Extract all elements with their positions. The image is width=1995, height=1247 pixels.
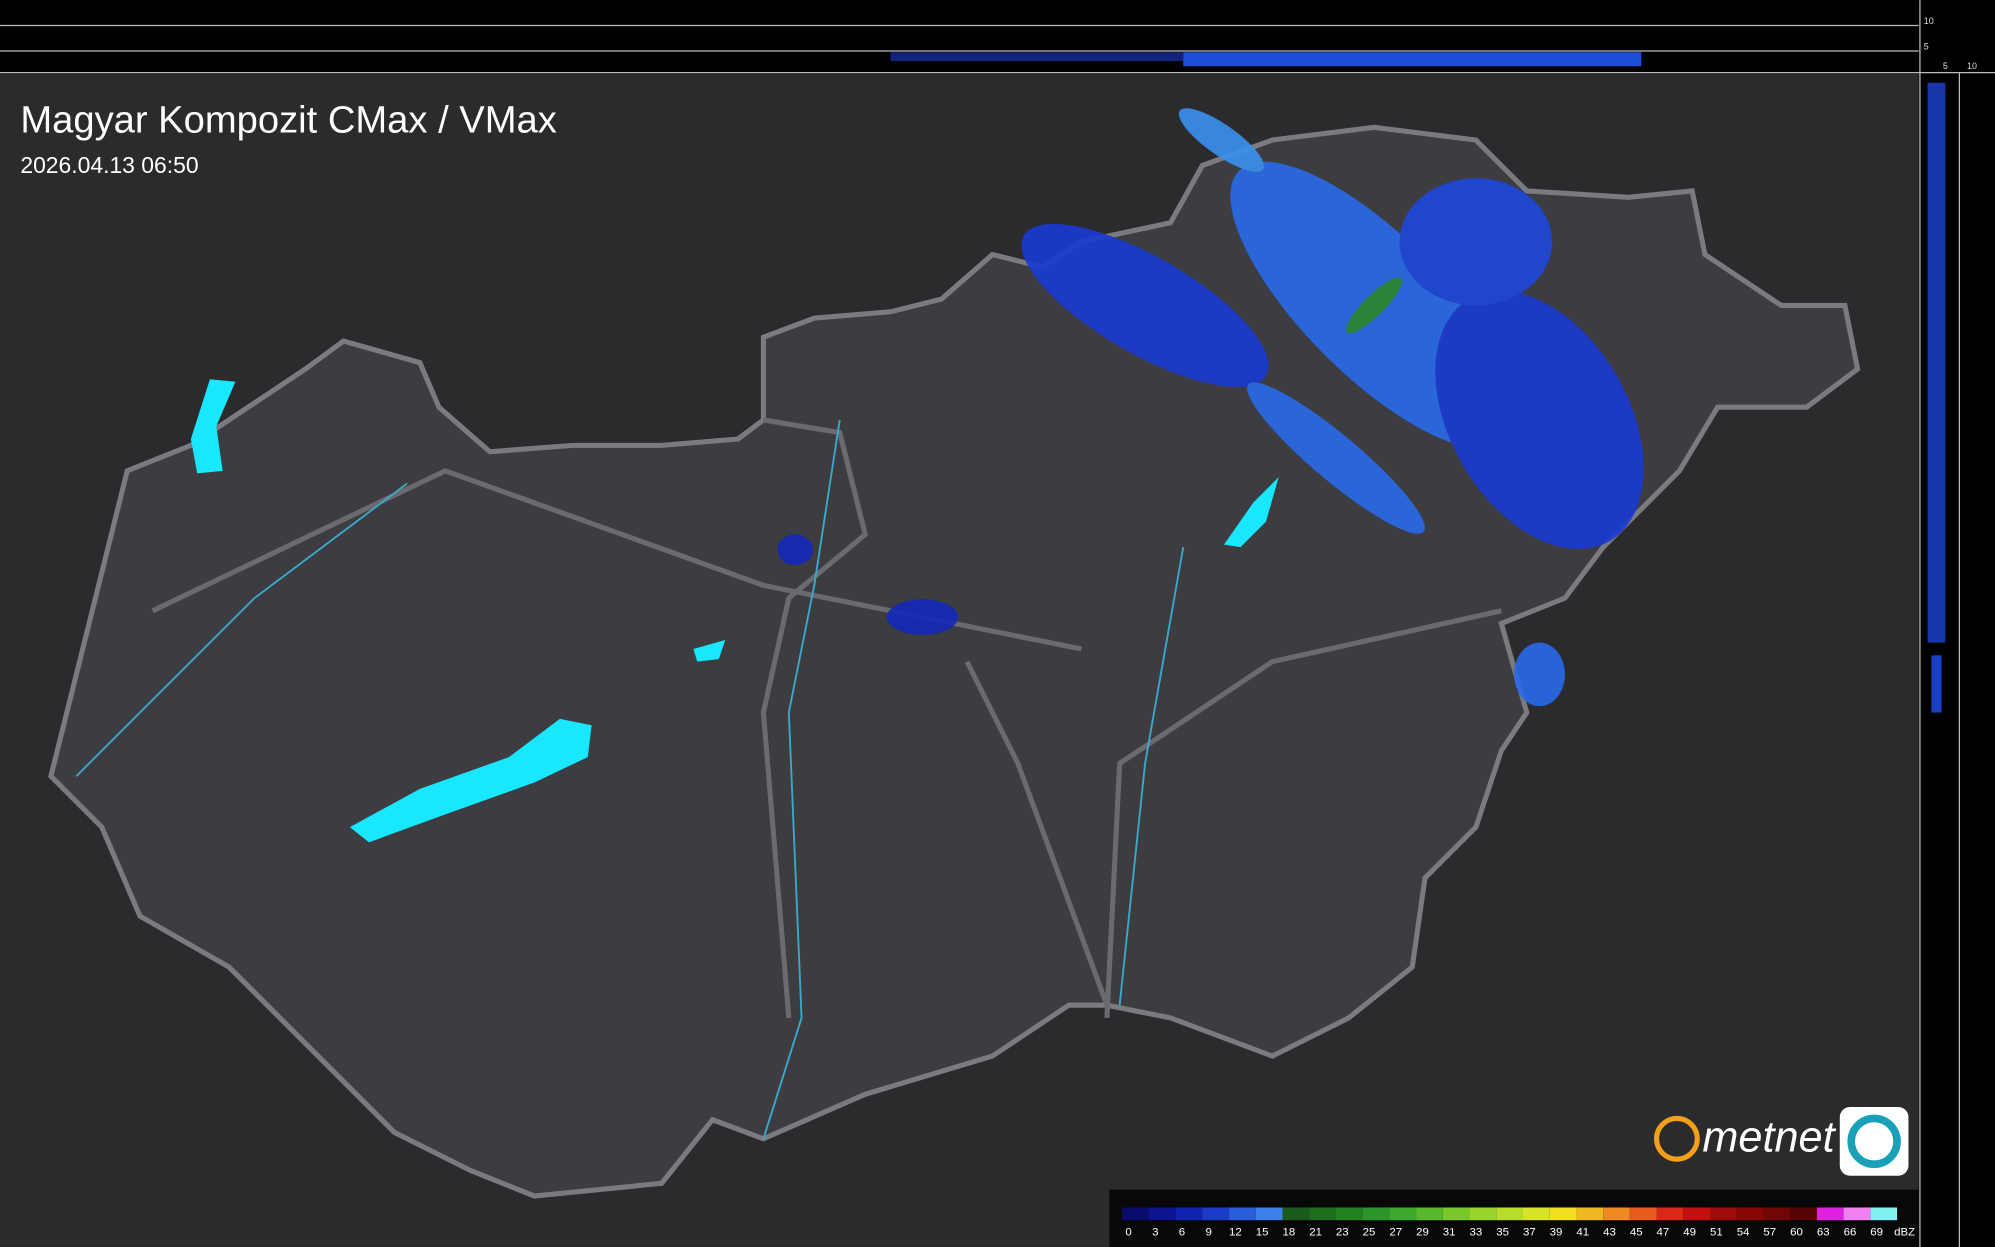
legend-tick-label: 0 [1125, 1226, 1131, 1238]
legend-swatch [1335, 1207, 1363, 1221]
legend-tick-label: 23 [1336, 1226, 1349, 1238]
logo-icon [1847, 1114, 1901, 1169]
legend-swatch [1175, 1207, 1203, 1221]
legend-swatch [1816, 1207, 1844, 1221]
legend-swatch [1683, 1207, 1710, 1221]
legend-tick-label: 41 [1576, 1226, 1589, 1238]
legend-unit: dBZ [1894, 1226, 1915, 1238]
legend-swatch [1736, 1207, 1764, 1221]
logo-sun [1654, 1115, 1700, 1162]
legend-tick-label: 31 [1443, 1226, 1456, 1238]
legend-tick-label: 35 [1496, 1226, 1509, 1238]
profile-echo [890, 52, 1184, 62]
legend-swatch [1469, 1207, 1497, 1221]
rain-cell [1435, 290, 1644, 550]
legend-swatch [1309, 1207, 1336, 1221]
legend-tick-label: 21 [1309, 1226, 1322, 1238]
rain-cell [1399, 178, 1553, 306]
rain-cell [777, 534, 814, 565]
legend-tick-label: 3 [1152, 1226, 1158, 1238]
legend-tick-label: 57 [1763, 1226, 1776, 1238]
lake [693, 640, 726, 662]
logo-text: metnet [1702, 1114, 1836, 1162]
legend-swatch [1576, 1207, 1604, 1221]
rain-echo [777, 108, 1644, 707]
legend-swatch [1496, 1207, 1523, 1221]
legend-tick-label: 69 [1870, 1226, 1883, 1238]
legend-swatch [1202, 1207, 1230, 1221]
rain-cell [1021, 223, 1269, 387]
legend-swatch [1362, 1207, 1390, 1221]
legend-tick-label: 54 [1737, 1226, 1750, 1238]
legend-swatch [1416, 1207, 1443, 1221]
legend-tick-label: 6 [1179, 1226, 1185, 1238]
legend-swatch [1522, 1207, 1550, 1221]
legend-swatch [1282, 1207, 1310, 1221]
roads [151, 417, 1502, 1019]
legend-tick-label: 51 [1710, 1226, 1723, 1238]
legend-tick-label: 63 [1817, 1226, 1830, 1238]
axis-label: 10 [1967, 61, 1977, 71]
legend-tick-label: 49 [1683, 1226, 1696, 1238]
rain-cell [886, 599, 959, 635]
legend-swatch [1442, 1207, 1470, 1221]
rain-cell [1346, 277, 1403, 334]
axis-label: 5 [1924, 42, 1929, 52]
axis-label: 10 [1924, 16, 1934, 26]
legend-tick-label: 18 [1282, 1226, 1295, 1238]
legend-swatch [1710, 1207, 1737, 1221]
map-title: Magyar Kompozit CMax / VMax [20, 98, 556, 141]
rain-cell [1178, 108, 1265, 172]
legend-tick-label: 60 [1790, 1226, 1803, 1238]
profile-echo [1927, 82, 1946, 643]
legend: 0 3 6 9 12 15 18 21 23 25 27 29 31 33 35 37 39 41 43 45 47 49… [1122, 1207, 1915, 1238]
legend-swatch [1629, 1207, 1657, 1221]
rain-cell [1246, 382, 1425, 534]
legend-swatch [1389, 1207, 1417, 1221]
legend-tick-label: 43 [1603, 1226, 1616, 1238]
legend-swatch [1549, 1207, 1577, 1221]
axis-label: 5 [1943, 61, 1948, 71]
legend-tick-label: 15 [1256, 1226, 1269, 1238]
legend-tick-label: 45 [1630, 1226, 1643, 1238]
legend-tick-label: 47 [1657, 1226, 1670, 1238]
legend-swatch [1148, 1207, 1176, 1221]
legend-tick-label: 25 [1363, 1226, 1376, 1238]
rain-cell [1514, 642, 1565, 707]
timestamp: 2026.04.13 06:50 [20, 152, 198, 178]
legend-swatch [1229, 1207, 1256, 1221]
legend-swatch [1790, 1207, 1817, 1221]
legend-swatch [1843, 1207, 1871, 1221]
legend-tick-label: 33 [1470, 1226, 1483, 1238]
legend-tick-label: 39 [1550, 1226, 1563, 1238]
legend-swatch [1255, 1207, 1283, 1221]
lake [349, 718, 592, 843]
legend-swatch [1656, 1207, 1684, 1221]
legend-swatch [1603, 1207, 1630, 1221]
logo: metnet [1654, 1106, 1909, 1176]
profile-echo [1183, 52, 1642, 67]
lake [1223, 477, 1279, 548]
legend-tick-label: 37 [1523, 1226, 1536, 1238]
legend-swatch [1870, 1207, 1898, 1221]
legend-tick-label: 66 [1844, 1226, 1857, 1238]
legend-swatch [1122, 1207, 1149, 1221]
lake [190, 379, 236, 474]
legend-tick-label: 29 [1416, 1226, 1429, 1238]
legend-tick-label: 12 [1229, 1226, 1242, 1238]
profile-echo [1931, 655, 1942, 713]
rivers [75, 419, 1185, 1140]
legend-tick-label: 9 [1206, 1226, 1212, 1238]
legend-swatch [1763, 1207, 1791, 1221]
legend-tick-label: 27 [1389, 1226, 1402, 1238]
